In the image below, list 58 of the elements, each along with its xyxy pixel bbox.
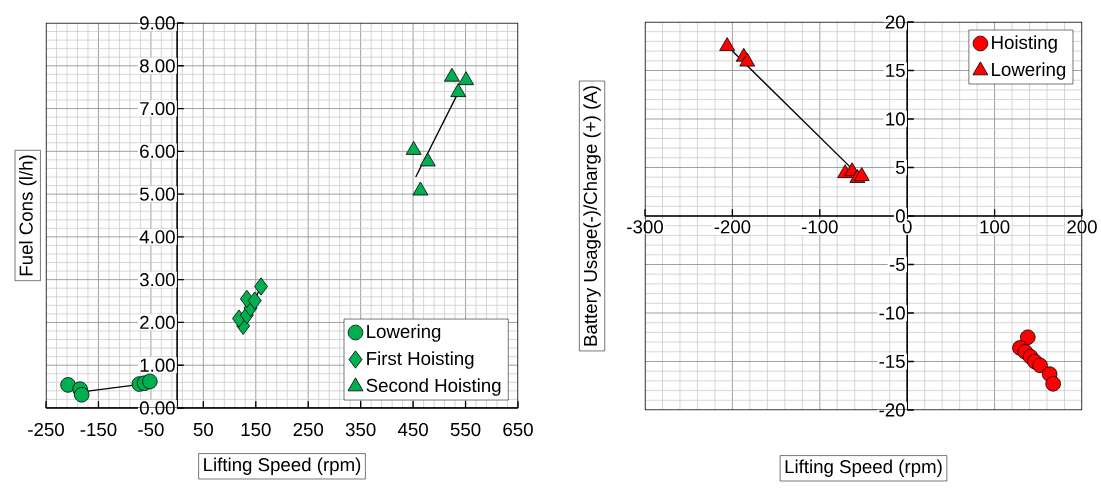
point xyxy=(419,152,436,167)
point xyxy=(1020,329,1036,345)
legend-label: First Hoisting xyxy=(367,351,474,369)
point xyxy=(142,373,158,390)
y-tick-label: 9.00 xyxy=(140,16,175,30)
point xyxy=(458,71,474,86)
x-tick-label: -250 xyxy=(28,422,64,437)
point xyxy=(739,52,756,67)
y-tick-label: 10 xyxy=(886,112,905,126)
y-tick-label: 6.00 xyxy=(140,144,175,158)
y-tick-label: 5 xyxy=(895,160,905,175)
y-tick-label: 20 xyxy=(885,15,905,29)
x-tick-label: -100 xyxy=(801,220,838,234)
point xyxy=(405,140,422,155)
point xyxy=(1045,376,1061,392)
y-tick-label: 1.00 xyxy=(140,358,175,372)
x-tick-label: 650 xyxy=(503,422,533,437)
point xyxy=(853,167,870,181)
point xyxy=(1032,357,1048,374)
point xyxy=(254,277,268,296)
x-tick-label: -300 xyxy=(627,220,663,234)
point xyxy=(412,181,429,196)
x-tick-label: 50 xyxy=(193,422,213,437)
y-axis-title: Fuel Cons (l/h) xyxy=(19,155,37,276)
x-tick-label: 450 xyxy=(397,422,428,437)
y-tick-label: -5 xyxy=(889,257,905,272)
x-tick-label: 150 xyxy=(241,422,271,437)
y-tick-label: 3.00 xyxy=(139,273,175,287)
x-tick-label: -150 xyxy=(80,422,117,437)
x-tick-label: -50 xyxy=(138,422,164,437)
point xyxy=(444,67,460,82)
x-axis-title: Lifting Speed (rpm) xyxy=(204,457,361,475)
y-tick-label: 5.00 xyxy=(139,187,175,201)
point xyxy=(719,37,736,51)
x-tick-label: 350 xyxy=(345,422,376,437)
y-tick-label: 2.00 xyxy=(140,315,175,330)
point xyxy=(247,291,262,310)
x-tick-label: 250 xyxy=(293,422,324,437)
point xyxy=(60,377,76,393)
x-tick-label: -200 xyxy=(714,220,751,234)
y-tick-label: -15 xyxy=(879,354,905,369)
x-axis-title: Lifting Speed (rpm) xyxy=(785,459,942,477)
y-tick-label: 8.00 xyxy=(140,59,175,73)
y-axis-title: Battery Usage(-)/Charge (+) (A) xyxy=(583,86,601,346)
y-tick-label: 7.00 xyxy=(140,101,175,116)
y-tick-label: 15 xyxy=(886,63,905,78)
x-tick-label: 550 xyxy=(450,422,481,437)
point xyxy=(73,386,90,403)
legend-label: Hoisting xyxy=(992,35,1057,53)
legend-label: Lowering xyxy=(992,62,1066,80)
legend-label: Second Hoisting xyxy=(366,378,501,396)
y-tick-label: -20 xyxy=(879,403,905,417)
point xyxy=(450,83,467,98)
y-tick-label: 4.00 xyxy=(139,230,175,244)
y-tick-label: -10 xyxy=(879,306,905,320)
x-tick-label: 100 xyxy=(980,220,1010,234)
legend-label: Lowering xyxy=(367,324,441,342)
y-tick-label: 0.00 xyxy=(139,401,175,415)
